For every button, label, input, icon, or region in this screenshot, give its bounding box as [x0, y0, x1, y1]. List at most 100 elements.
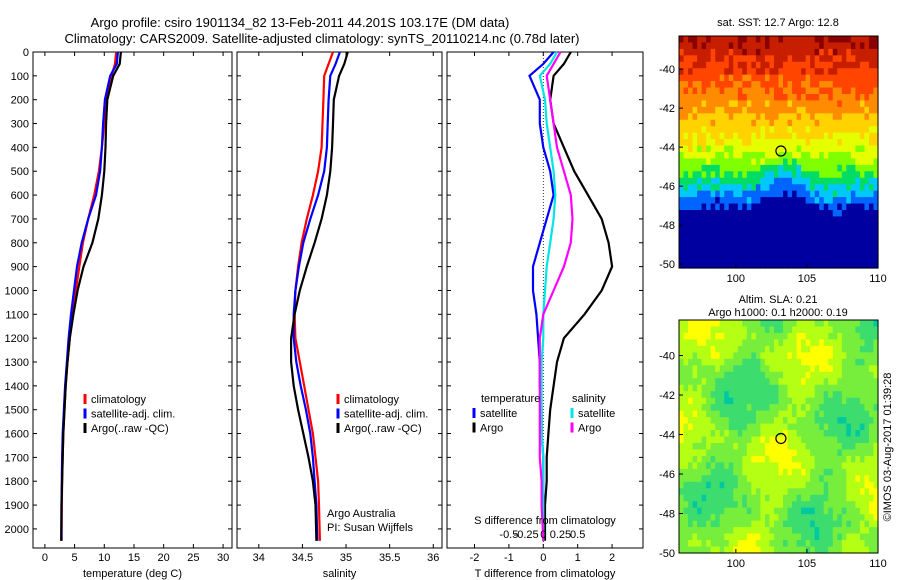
heatmap-cell — [783, 397, 789, 405]
heatmap-cell — [841, 261, 847, 269]
heatmap-cell — [728, 320, 734, 328]
heatmap-cell — [733, 210, 739, 218]
heatmap-cell — [810, 397, 816, 405]
heatmap-cell — [796, 158, 802, 166]
heatmap-cell — [855, 410, 861, 418]
x-tick-label: 5 — [72, 552, 78, 564]
heatmap-cell — [701, 417, 707, 425]
heatmap-cell — [801, 48, 807, 56]
heatmap-cell — [755, 430, 762, 438]
heatmap-cell — [683, 546, 689, 554]
legend-label: satellite — [480, 408, 517, 420]
heatmap-cell — [769, 320, 775, 328]
heatmap-cell — [832, 475, 838, 483]
heatmap-cell — [692, 164, 698, 172]
heatmap-cell — [787, 177, 793, 185]
heatmap-cell — [706, 404, 712, 412]
heatmap-cell — [832, 235, 838, 243]
heatmap-cell — [859, 417, 866, 425]
heatmap-cell — [679, 152, 685, 160]
heatmap-cell — [819, 475, 825, 483]
heatmap-cell — [715, 164, 721, 172]
heatmap-cell — [769, 48, 775, 56]
heatmap-cell — [837, 197, 843, 205]
heatmap-cell — [697, 540, 703, 548]
heatmap-cell — [778, 475, 784, 483]
heatmap-cell — [701, 61, 707, 69]
heatmap-cell — [828, 139, 834, 147]
heatmap-cell — [679, 74, 685, 82]
heatmap-cell — [710, 352, 716, 360]
heatmap-cell — [769, 164, 775, 172]
heatmap-cell — [760, 410, 766, 418]
heatmap-cell — [868, 468, 875, 476]
heatmap-cell — [715, 190, 721, 198]
heatmap-cell — [828, 145, 834, 153]
heatmap-cell — [846, 365, 852, 373]
heatmap-cell — [778, 410, 784, 418]
heatmap-cell — [841, 177, 847, 185]
heatmap-cell — [715, 462, 721, 470]
heatmap-cell — [810, 436, 816, 444]
heatmap-cell — [850, 546, 856, 554]
heatmap-cell — [837, 229, 843, 237]
heatmap-cell — [805, 197, 811, 205]
heatmap-cell — [760, 546, 766, 554]
heatmap-cell — [814, 320, 820, 328]
heatmap-cell — [855, 139, 861, 147]
heatmap-cell — [832, 455, 838, 463]
heatmap-cell — [805, 216, 811, 224]
heatmap-cell — [733, 404, 739, 412]
heatmap-cell — [773, 87, 780, 95]
heatmap-cell — [724, 152, 730, 160]
heatmap-cell — [868, 326, 875, 334]
heatmap-cell — [697, 365, 703, 373]
legend-label: satellite-adj. clim. — [344, 409, 428, 421]
heatmap-cell — [787, 371, 793, 379]
heatmap-cell — [701, 235, 707, 243]
heatmap-cell — [846, 248, 852, 256]
heatmap-cell — [846, 48, 852, 56]
heatmap-cell — [692, 527, 698, 535]
heatmap-cell — [841, 235, 847, 243]
heatmap-cell — [755, 132, 762, 140]
heatmap-cell — [814, 119, 820, 127]
heatmap-cell — [814, 145, 820, 153]
heatmap-cell — [873, 164, 879, 172]
heatmap-cell — [760, 514, 766, 522]
heatmap-cell — [859, 339, 866, 347]
heatmap-cell — [855, 540, 861, 548]
heatmap-cell — [760, 255, 766, 263]
heatmap-cell — [801, 255, 807, 263]
heatmap-cell — [710, 158, 716, 166]
heatmap-cell — [810, 442, 816, 451]
heatmap-cell — [868, 203, 875, 211]
heatmap-cell — [814, 462, 820, 470]
heatmap-cell — [868, 320, 875, 328]
heatmap-cell — [796, 48, 802, 56]
heatmap-cell — [823, 203, 829, 211]
heatmap-cell — [864, 371, 870, 379]
heatmap-cell — [746, 371, 752, 379]
heatmap-cell — [873, 404, 879, 412]
heatmap-cell — [837, 152, 843, 160]
heatmap-cell — [764, 106, 771, 114]
heatmap-cell — [769, 203, 775, 211]
heatmap-cell — [683, 475, 689, 483]
heatmap-cell — [819, 242, 825, 250]
heatmap-cell — [783, 391, 789, 399]
heatmap-cell — [715, 430, 721, 438]
heatmap-cell — [724, 423, 730, 431]
heatmap-cell — [692, 358, 698, 366]
heatmap-cell — [864, 365, 870, 373]
heatmap-cell — [864, 68, 870, 76]
heatmap-cell — [855, 423, 861, 431]
heatmap-cell — [679, 113, 685, 121]
heatmap-cell — [805, 332, 811, 341]
heatmap-cell — [801, 397, 807, 405]
heatmap-cell — [697, 430, 703, 438]
heatmap-cell — [792, 494, 798, 502]
heatmap-cell — [850, 365, 856, 373]
heatmap-cell — [742, 158, 748, 166]
heatmap-cell — [783, 152, 789, 160]
